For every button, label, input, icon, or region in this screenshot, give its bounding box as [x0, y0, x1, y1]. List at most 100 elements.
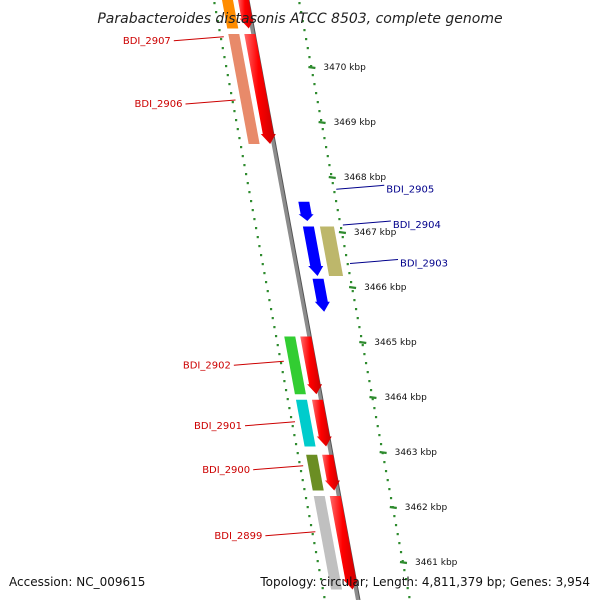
inner-guide-dot — [301, 479, 304, 482]
outer-guide-dot — [388, 488, 391, 491]
inner-guide-dot — [313, 542, 316, 545]
inner-guide-dot — [218, 29, 221, 32]
inner-guide-dot — [323, 596, 326, 599]
outer-guide-dot — [339, 227, 343, 230]
inner-guide-dot — [266, 290, 269, 293]
gene-label[interactable]: BDI_2903 — [400, 259, 448, 270]
scale-tick-label: 3465 kbp — [374, 338, 417, 348]
gene-label-leader — [185, 99, 236, 105]
gene-label-leader — [265, 531, 316, 537]
outer-guide-dot — [330, 173, 333, 176]
outer-guide-dot — [310, 65, 313, 68]
inner-guide-dot — [271, 317, 274, 320]
inner-guide-dot — [268, 299, 271, 302]
gene-bdi-2901[interactable] — [295, 399, 332, 447]
gene-bdi-2900[interactable] — [306, 454, 340, 491]
outer-guide-dot — [408, 596, 411, 599]
inner-guide-dot — [223, 56, 226, 59]
scale-tick — [379, 450, 387, 455]
outer-guide-dot — [399, 551, 403, 554]
gene-bdi-2899[interactable] — [313, 496, 359, 590]
gene-label[interactable]: BDI_2900 — [202, 465, 250, 476]
inner-guide-dot — [308, 515, 311, 518]
inner-guide-dot — [284, 389, 288, 392]
outer-guide-dot — [366, 371, 369, 374]
inner-guide-dot — [298, 461, 301, 464]
outer-guide-dot — [383, 461, 386, 464]
gene-label[interactable]: BDI_2902 — [183, 360, 231, 371]
outer-guide-dot — [311, 74, 314, 77]
gene-cog-bar — [306, 454, 324, 491]
scale-tick — [318, 120, 326, 125]
inner-guide-dot — [296, 452, 299, 455]
gene-arrow — [312, 278, 330, 312]
scale-tick — [399, 560, 408, 565]
inner-guide-dot — [251, 209, 254, 212]
outer-guide-dot — [353, 299, 356, 302]
outer-guide-dot — [401, 560, 404, 563]
outer-guide-dot — [404, 578, 408, 581]
scale-tick-label: 3469 kbp — [334, 118, 377, 128]
map-title: Parabacteroides distasonis ATCC 8503, co… — [97, 11, 502, 27]
inner-guide-dot — [273, 326, 276, 329]
gene-label[interactable]: BDI_2901 — [194, 421, 242, 432]
gene-label-leader — [342, 220, 391, 226]
outer-guide-dot — [341, 236, 344, 239]
gene-label-leader — [244, 421, 296, 427]
gene-bdi-2902[interactable] — [284, 336, 323, 395]
gene-label-leader — [336, 184, 385, 190]
inner-guide-dot — [299, 470, 303, 473]
inner-guide-dot — [293, 434, 296, 437]
outer-guide-dot — [379, 443, 383, 446]
outer-guide-dot — [348, 272, 351, 275]
scale-tick — [389, 505, 397, 510]
inner-guide-dot — [261, 263, 264, 266]
gene-cog-bar — [319, 226, 344, 276]
inner-guide-dot — [269, 308, 273, 311]
inner-guide-dot — [228, 83, 231, 86]
outer-guide-dot — [346, 263, 349, 266]
inner-guide-dot — [258, 245, 261, 248]
outer-guide-dot — [306, 47, 309, 50]
outer-guide-dot — [301, 20, 304, 23]
outer-guide-dot — [358, 326, 361, 329]
gene-bdi-2903[interactable] — [312, 278, 330, 312]
outer-guide-dot — [336, 209, 339, 212]
gene-bdi-2906[interactable] — [228, 34, 276, 144]
inner-guide-dot — [304, 497, 308, 500]
outer-guide-dot — [308, 56, 311, 59]
inner-guide-dot — [264, 281, 268, 284]
outer-guide-dot — [303, 29, 306, 32]
gene-arrow — [237, 0, 255, 29]
inner-guide-dot — [240, 146, 243, 149]
outer-guide-dot — [344, 254, 348, 257]
inner-guide-dot — [281, 371, 284, 374]
scale-tick-label: 3467 kbp — [354, 228, 397, 238]
scale-tick-label: 3464 kbp — [384, 393, 427, 403]
inner-guide-dot — [274, 335, 278, 338]
outer-guide-dot — [396, 533, 399, 536]
inner-guide-dot — [288, 407, 291, 410]
inner-guide-dot — [319, 578, 323, 581]
gene-bdi-2904[interactable] — [302, 226, 344, 277]
gene-label[interactable]: BDI_2899 — [214, 531, 262, 542]
outer-guide-dot — [386, 479, 389, 482]
scale-tick — [348, 285, 357, 290]
outer-guide-dot — [373, 407, 376, 410]
outer-guide-dot — [403, 569, 406, 572]
inner-guide-dot — [216, 20, 219, 23]
outer-guide-dot — [333, 191, 336, 194]
inner-guide-dot — [253, 218, 256, 221]
gene-label[interactable]: BDI_2905 — [386, 184, 434, 195]
inner-guide-dot — [278, 353, 281, 356]
outer-guide-dot — [376, 425, 379, 428]
gene-label[interactable]: BDI_2907 — [123, 36, 171, 47]
gene-label[interactable]: BDI_2906 — [135, 99, 183, 110]
inner-guide-dot — [283, 380, 286, 383]
gene-label-leader — [253, 465, 304, 471]
gene-bdi-2907[interactable] — [221, 0, 255, 29]
inner-guide-dot — [256, 236, 259, 239]
gene-label[interactable]: BDI_2904 — [393, 220, 441, 231]
gene-bdi-2905[interactable] — [298, 201, 314, 221]
